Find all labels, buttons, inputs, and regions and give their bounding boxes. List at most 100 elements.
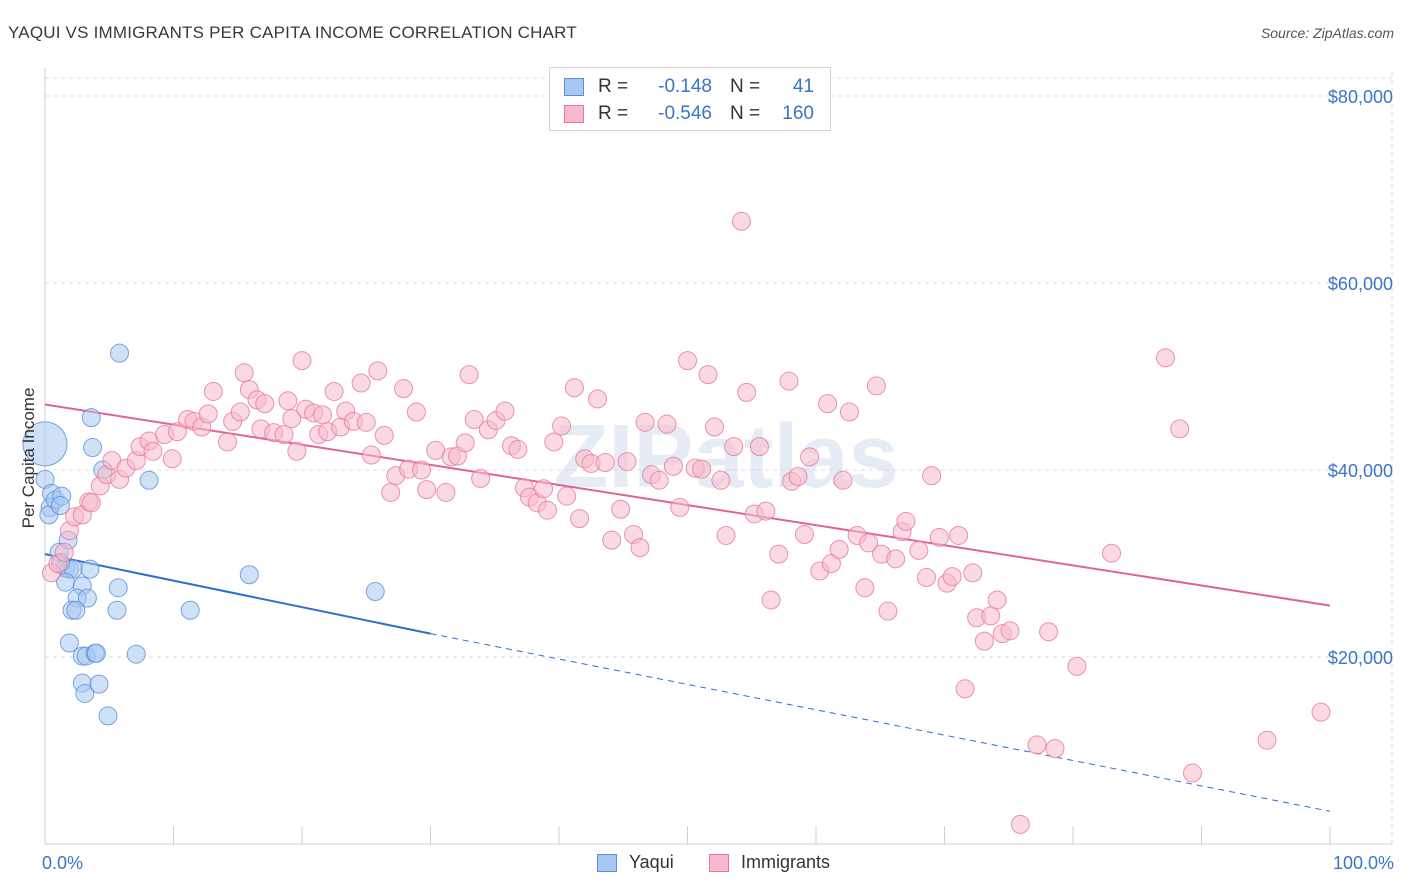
y-axis-title: Per Capita Income (19, 388, 38, 529)
data-point-immigrants (198, 404, 218, 424)
series-immigrants (41, 211, 1331, 834)
data-point-immigrants (724, 437, 744, 457)
data-point-immigrants (749, 437, 769, 457)
data-point-yaqui (108, 578, 128, 598)
data-point-immigrants (508, 439, 528, 459)
data-point-immigrants (374, 425, 394, 445)
series-swatch-immigrants (709, 853, 729, 872)
y-tick-label: $60,000 (1328, 274, 1393, 294)
data-point-yaqui (59, 633, 79, 653)
data-point-immigrants (595, 453, 615, 473)
data-point-immigrants (557, 486, 577, 506)
data-point-yaqui (66, 600, 86, 620)
data-point-immigrants (866, 376, 886, 396)
data-point-immigrants (274, 424, 294, 444)
data-point-immigrants (324, 381, 344, 401)
data-point-immigrants (1010, 814, 1030, 834)
legend-n-label: N = (730, 103, 761, 124)
data-point-immigrants (203, 381, 223, 401)
data-point-yaqui (50, 496, 70, 516)
data-point-immigrants (351, 373, 371, 393)
data-point-immigrants (455, 433, 475, 453)
data-point-immigrants (929, 527, 949, 547)
data-point-immigrants (630, 538, 650, 558)
data-point-immigrants (552, 416, 572, 436)
data-point-yaqui (89, 674, 109, 694)
legend-row-yaqui: R = -0.148 N = 41 (564, 75, 814, 99)
data-point-immigrants (406, 402, 426, 422)
data-point-immigrants (54, 542, 74, 562)
data-point-immigrants (1102, 543, 1122, 563)
trend-extension-yaqui (430, 633, 1331, 812)
data-point-immigrants (987, 590, 1007, 610)
data-point-immigrants (564, 378, 584, 398)
series-swatch-yaqui (597, 853, 617, 872)
y-tick-label: $80,000 (1328, 87, 1393, 107)
data-point-immigrants (886, 549, 906, 569)
data-point-immigrants (737, 382, 757, 402)
data-point-yaqui (80, 559, 100, 579)
series-legend-immigrants[interactable]: Immigrants (709, 852, 830, 873)
data-point-immigrants (704, 417, 724, 437)
data-point-immigrants (955, 679, 975, 699)
data-point-yaqui (98, 706, 118, 726)
data-point-immigrants (963, 563, 983, 583)
data-point-immigrants (381, 482, 401, 502)
data-point-immigrants (917, 568, 937, 588)
data-point-immigrants (617, 452, 637, 472)
data-point-immigrants (459, 365, 479, 385)
data-point-immigrants (909, 540, 929, 560)
data-point-immigrants (663, 456, 683, 476)
data-point-immigrants (394, 379, 414, 399)
data-point-immigrants (855, 578, 875, 598)
data-point-immigrants (588, 389, 608, 409)
data-point-immigrants (234, 363, 254, 383)
legend-r-label: R = (598, 76, 629, 97)
data-point-immigrants (859, 533, 879, 553)
data-point-immigrants (818, 394, 838, 414)
data-point-yaqui (365, 582, 385, 602)
series-label-yaqui: Yaqui (629, 852, 674, 872)
data-point-immigrants (368, 361, 388, 381)
data-point-yaqui (139, 470, 159, 490)
data-point-immigrants (716, 525, 736, 545)
series-legend: Yaqui Immigrants (0, 852, 1406, 878)
data-point-yaqui (83, 438, 103, 458)
data-point-immigrants (292, 351, 312, 371)
data-point-immigrants (896, 511, 916, 531)
data-point-immigrants (833, 470, 853, 490)
x-tick-label: 0.0% (42, 853, 83, 873)
data-point-immigrants (230, 402, 250, 422)
data-point-immigrants (794, 525, 814, 545)
data-point-yaqui (22, 421, 68, 467)
data-point-immigrants (800, 447, 820, 467)
data-point-immigrants (282, 409, 302, 429)
data-point-yaqui (81, 408, 101, 428)
data-point-immigrants (922, 466, 942, 486)
data-point-immigrants (692, 459, 712, 479)
legend-n-value: 160 (782, 103, 814, 124)
correlation-legend: R = -0.148 N = 41 R = -0.546 N = 160 (549, 67, 831, 131)
data-point-immigrants (1257, 730, 1277, 750)
data-point-immigrants (1156, 348, 1176, 368)
data-point-immigrants (356, 412, 376, 432)
data-point-immigrants (287, 441, 307, 461)
data-point-immigrants (1183, 763, 1203, 783)
data-point-immigrants (949, 525, 969, 545)
data-point-immigrants (167, 422, 187, 442)
data-point-yaqui (86, 643, 106, 663)
data-point-immigrants (974, 631, 994, 651)
legend-swatch-immigrants (564, 105, 584, 123)
series-label-immigrants: Immigrants (741, 852, 831, 872)
data-point-immigrants (143, 441, 163, 461)
data-point-immigrants (537, 500, 557, 520)
data-point-immigrants (602, 530, 622, 550)
data-point-immigrants (878, 601, 898, 621)
series-legend-yaqui[interactable]: Yaqui (597, 852, 674, 873)
data-point-immigrants (1045, 739, 1065, 759)
data-point-immigrants (495, 401, 515, 421)
data-point-immigrants (1000, 621, 1020, 641)
data-point-immigrants (649, 470, 669, 490)
trend-line-yaqui (44, 553, 431, 635)
